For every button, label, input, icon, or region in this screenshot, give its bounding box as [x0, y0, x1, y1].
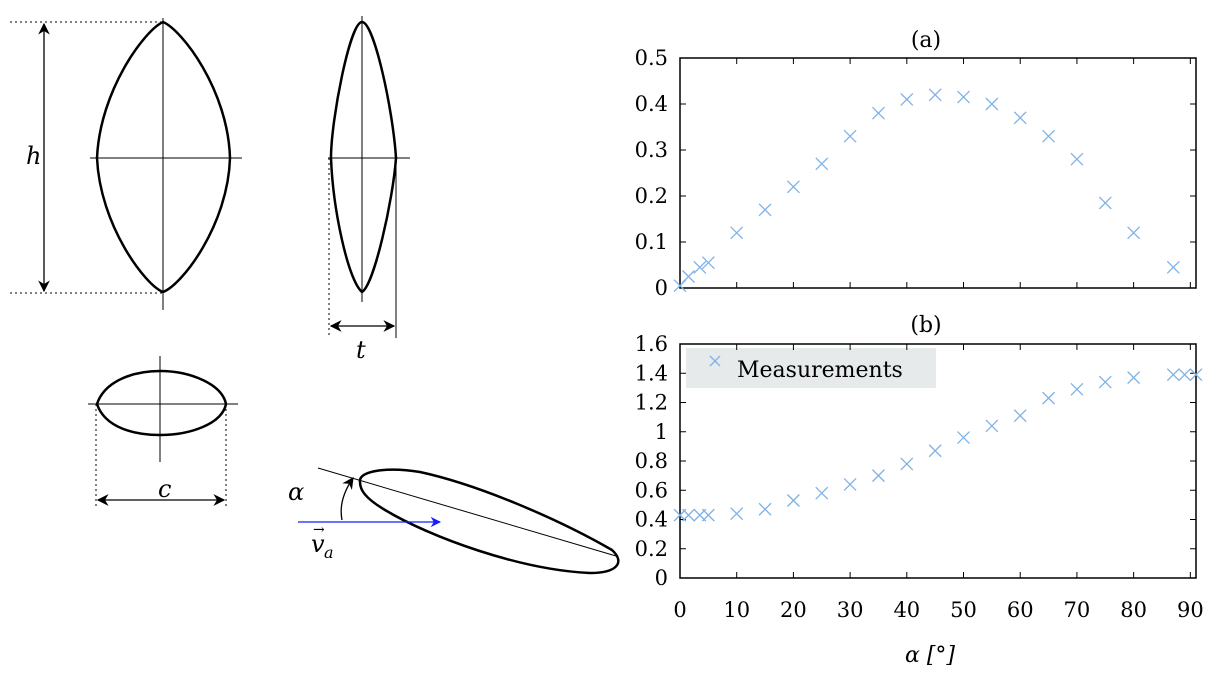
data-point	[701, 256, 715, 270]
data-point	[1178, 368, 1192, 382]
data-point	[1013, 409, 1027, 423]
ytick-label: 0.8	[635, 449, 668, 473]
data-point	[815, 157, 829, 171]
data-point	[1098, 375, 1112, 389]
ytick-label: 0.3	[635, 138, 668, 162]
data-point	[928, 88, 942, 102]
label-c: c	[158, 475, 171, 503]
data-point	[730, 507, 744, 521]
data-point	[786, 494, 800, 507]
chart-b-legend: Measurements	[686, 348, 936, 388]
data-point	[985, 419, 999, 433]
ytick-label: 0.4	[635, 92, 668, 116]
front-view	[10, 18, 242, 310]
data-point	[1070, 382, 1084, 396]
ytick-label: 0.6	[635, 478, 668, 502]
data-point	[900, 92, 914, 106]
data-point	[1166, 368, 1180, 382]
data-point	[957, 431, 970, 445]
side-view-outline	[329, 20, 398, 294]
data-point	[1013, 111, 1027, 125]
label-h: h	[26, 142, 41, 170]
ytick-label: 0	[655, 276, 668, 300]
data-point	[1098, 196, 1112, 210]
data-point	[1070, 152, 1084, 166]
xtick-label: 50	[950, 598, 977, 622]
ytick-label: 0.4	[635, 508, 668, 532]
xtick-label: 80	[1120, 598, 1147, 622]
label-velocity-arrow: →	[313, 522, 325, 538]
data-point	[815, 486, 829, 500]
xtick-label: 30	[837, 598, 864, 622]
xtick-label: 10	[723, 598, 750, 622]
xtick-label: 70	[1064, 598, 1091, 622]
data-point	[843, 477, 857, 491]
chart-b-title: (b)	[910, 313, 941, 338]
data-point	[786, 180, 800, 194]
top-view-outline	[95, 369, 228, 437]
droplet-shape-diagram: h t c α → v a	[10, 16, 620, 575]
chart-b-points	[673, 368, 1203, 522]
data-point	[872, 469, 885, 483]
ytick-label: 1.2	[635, 391, 668, 415]
data-point	[682, 270, 695, 283]
ytick-label: 0.2	[635, 537, 668, 561]
chart-b: (b) Measurements 0 0.2 0.4 0.6 0.8 1 1.2 1.4 1.6…	[635, 313, 1204, 668]
data-point	[1127, 371, 1141, 385]
legend-box	[686, 348, 936, 388]
data-point	[928, 444, 942, 458]
top-view	[88, 356, 238, 508]
data-point	[1042, 391, 1056, 405]
xtick-label: 0	[673, 598, 686, 622]
tilted-view-outline	[358, 468, 620, 575]
chart-b-tick-labels: 0 0.2 0.4 0.6 0.8 1 1.2 1.4 1.6 0 10 20 30 40 50 60 70 80…	[635, 332, 1204, 622]
chart-b-ticks	[679, 343, 1196, 579]
data-point	[758, 502, 772, 516]
data-point	[682, 508, 695, 522]
ytick-label: 0.1	[635, 230, 668, 254]
label-alpha: α	[288, 478, 304, 506]
xtick-label: 60	[1007, 598, 1034, 622]
chart-a-frame	[679, 57, 1197, 289]
chart-a-ticks	[679, 57, 1196, 289]
data-point	[730, 226, 744, 240]
label-velocity-base: v	[311, 530, 325, 558]
tilted-chord-line	[317, 467, 617, 557]
data-point	[900, 457, 914, 471]
label-t: t	[356, 336, 366, 364]
xtick-label: 20	[780, 598, 807, 622]
data-point	[1042, 129, 1056, 143]
ytick-label: 0.5	[635, 46, 668, 70]
ytick-label: 1.4	[635, 361, 668, 385]
chart-a-title: (a)	[911, 28, 941, 53]
label-velocity: → v a	[311, 522, 334, 562]
ytick-label: 0.2	[635, 184, 668, 208]
data-point	[872, 106, 885, 120]
ytick-label: 0	[655, 566, 668, 590]
data-point	[843, 129, 857, 143]
chart-a: (a) 0 0.1 0.2 0.3 0.4 0.5	[635, 28, 1197, 300]
data-point	[1127, 226, 1141, 240]
legend-marker	[709, 355, 721, 367]
xtick-label: 90	[1177, 598, 1204, 622]
ytick-label: 1.6	[635, 332, 668, 356]
data-point	[701, 508, 715, 522]
data-point	[1189, 368, 1203, 382]
label-velocity-sub: a	[324, 543, 334, 562]
legend-label: Measurements	[737, 358, 903, 383]
chart-a-points	[673, 88, 1180, 293]
tilted-view	[298, 467, 620, 575]
chart-a-tick-labels: 0 0.1 0.2 0.3 0.4 0.5	[635, 46, 668, 300]
data-point	[985, 97, 999, 111]
data-point	[758, 203, 772, 217]
data-point	[1166, 260, 1180, 274]
side-view	[328, 16, 410, 338]
data-point	[957, 90, 970, 104]
chart-b-x-axis-label: α [°]	[905, 643, 955, 668]
xtick-label: 40	[893, 598, 920, 622]
data-point	[693, 260, 707, 274]
ytick-label: 1	[655, 420, 668, 444]
angle-arc-arrow	[340, 477, 354, 521]
